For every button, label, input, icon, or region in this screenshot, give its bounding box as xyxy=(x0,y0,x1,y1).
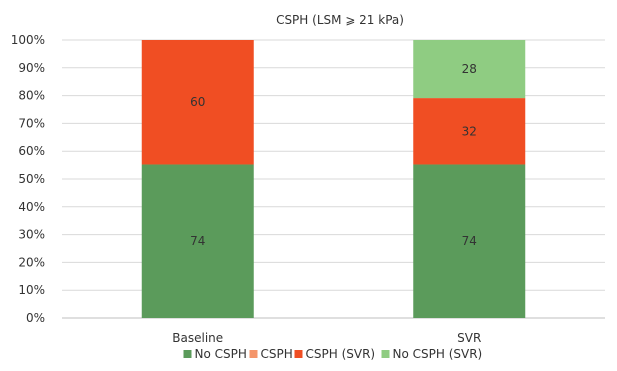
legend-label: CSPH (SVR) xyxy=(306,347,376,361)
data-label: 60 xyxy=(190,95,205,109)
y-tick-label: 20% xyxy=(18,255,45,269)
bars: 74 60 74 32 28 xyxy=(141,40,526,318)
x-axis-tick-labels: Baseline SVR xyxy=(172,331,481,345)
y-tick-label: 10% xyxy=(18,283,45,297)
bar-segment-no-csph-svr xyxy=(413,164,526,318)
data-label: 32 xyxy=(462,124,477,138)
bar-segment-no-csph-svr-svr xyxy=(413,40,526,99)
y-tick-label: 50% xyxy=(18,172,45,186)
legend: No CSPH CSPH CSPH (SVR) No CSPH (SVR) xyxy=(183,347,483,361)
bar-segment-no-csph-baseline xyxy=(141,164,254,318)
y-tick-label: 80% xyxy=(18,89,45,103)
chart-title: CSPH (LSM ⩾ 21 kPa) xyxy=(276,13,404,27)
x-tick-label: SVR xyxy=(457,331,481,345)
y-tick-label: 30% xyxy=(18,228,45,242)
legend-item-no-csph: No CSPH xyxy=(183,347,247,361)
y-tick-label: 100% xyxy=(11,33,45,47)
legend-swatch xyxy=(183,350,192,358)
y-axis-tick-labels: 0% 10% 20% 30% 40% 50% 60% 70% 80% 90% 100% xyxy=(11,33,45,325)
data-label: 28 xyxy=(462,62,477,76)
legend-swatch xyxy=(294,350,303,358)
legend-swatch xyxy=(249,350,258,358)
y-tick-label: 70% xyxy=(18,116,45,130)
legend-item-csph-svr: CSPH (SVR) xyxy=(294,347,376,361)
data-label: 74 xyxy=(190,234,205,248)
x-tick-label: Baseline xyxy=(172,331,223,345)
legend-label: CSPH xyxy=(261,347,293,361)
y-tick-label: 90% xyxy=(18,61,45,75)
legend-item-csph: CSPH xyxy=(249,347,293,361)
legend-label: No CSPH xyxy=(195,347,247,361)
y-tick-label: 40% xyxy=(18,200,45,214)
legend-swatch xyxy=(381,350,390,358)
legend-label: No CSPH (SVR) xyxy=(393,347,483,361)
data-label: 74 xyxy=(462,234,477,248)
bar-segment-csph-svr-baseline xyxy=(141,40,254,165)
legend-item-no-csph-svr: No CSPH (SVR) xyxy=(381,347,483,361)
y-tick-label: 60% xyxy=(18,144,45,158)
bar-segment-csph-svr-svr xyxy=(413,98,526,165)
y-tick-label: 0% xyxy=(26,311,45,325)
